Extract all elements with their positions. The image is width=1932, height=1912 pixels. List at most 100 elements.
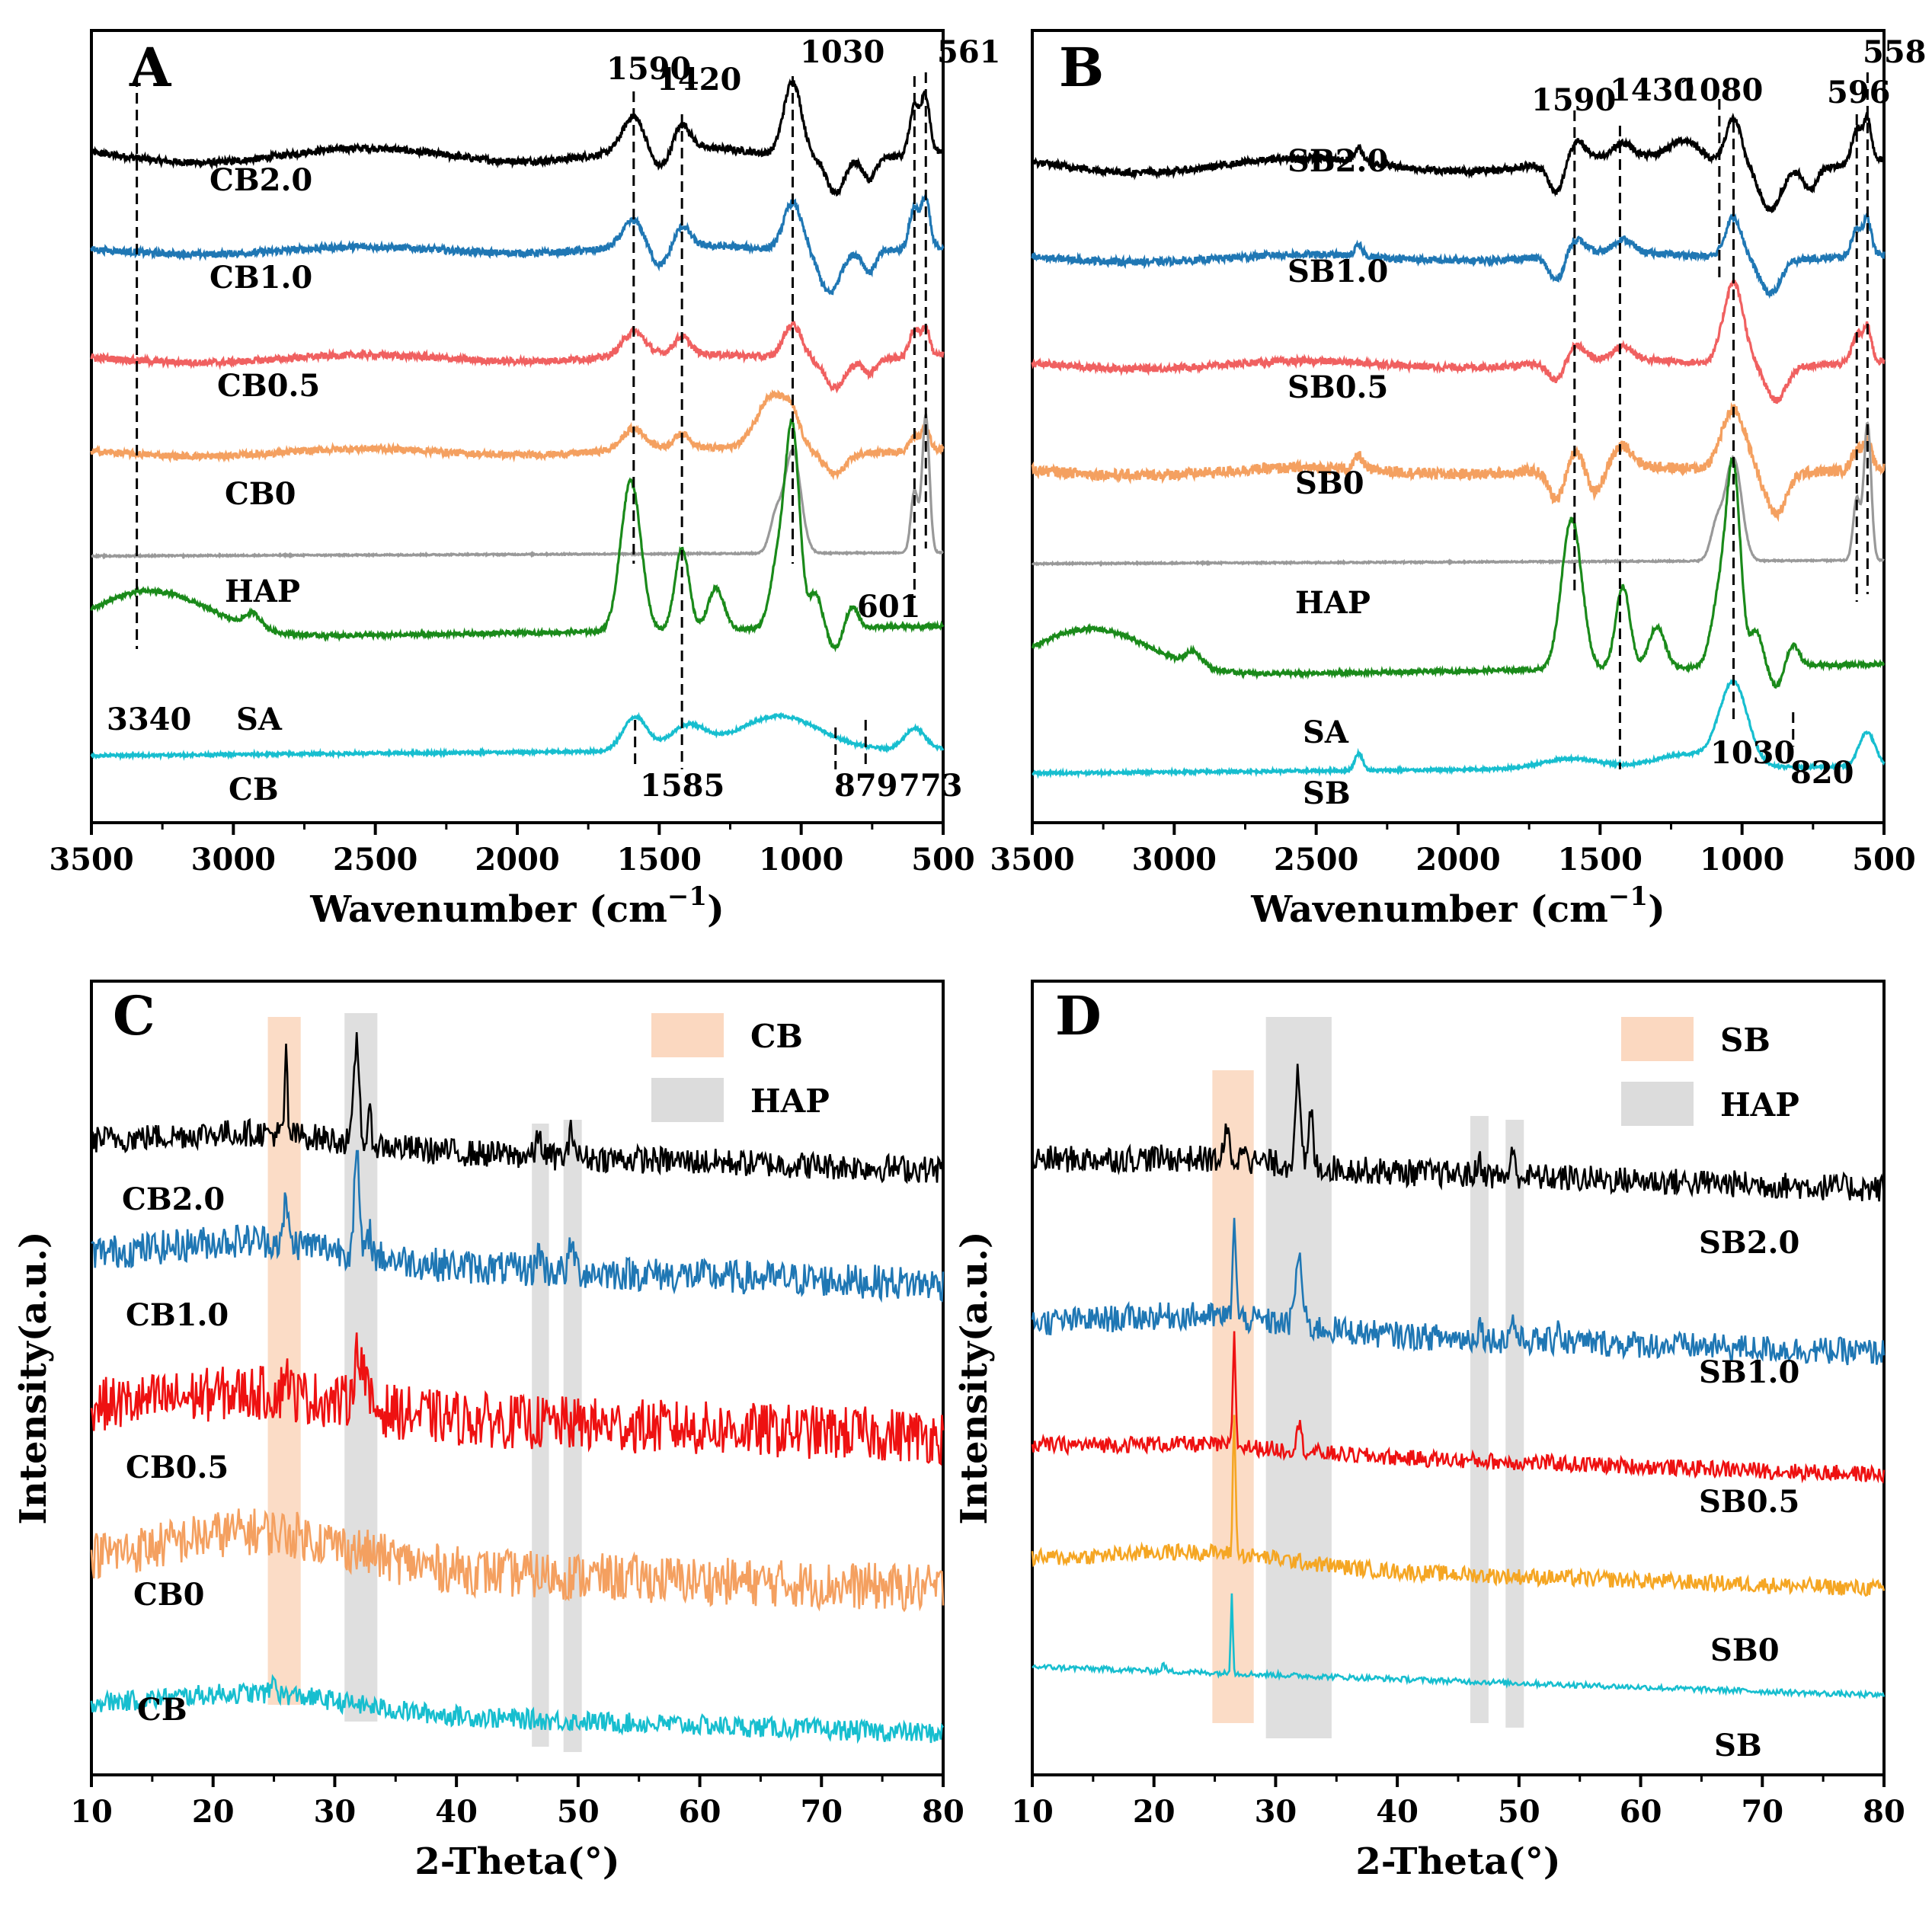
series-label: SB2.0 (1287, 143, 1388, 179)
legend-label: HAP (750, 1082, 830, 1120)
panel-A: 3500 3000 2500 2000 1500 1000 500 A CB2.0 CB1.0 CB… (49, 29, 1001, 931)
x-tick-label: 10 (70, 1794, 113, 1830)
peak-annotation: 879 (834, 768, 898, 804)
panel-B: 3500 3000 2500 2000 1500 1000 500 B SB2.0 SB1.0 SB… (990, 29, 1927, 931)
x-axis-label: Wavenumber (cm−1) (1250, 881, 1665, 931)
x-tick-label: 500 (911, 842, 975, 878)
peak-annotation: 1590 (1531, 82, 1616, 118)
series-label: CB0.5 (126, 1450, 229, 1485)
panel-label: B (1059, 36, 1104, 99)
panel-D: 10 20 30 40 50 60 70 80 SB2.0 SB1.0 SB0.5 SB0 SB SB HA… (953, 980, 1905, 1883)
peak-annotation: 1590 (606, 51, 691, 87)
series-label: SB0 (1710, 1632, 1780, 1668)
series-line-CB0.5 (90, 1332, 945, 1466)
peak-annotation: 601 (857, 589, 921, 625)
series-line-SB0 (1031, 401, 1886, 523)
series-line-CB (90, 711, 945, 762)
series-line-SB (1032, 1593, 1886, 1699)
plot-frame (90, 29, 945, 824)
peak-annotation: 1420 (657, 62, 741, 98)
x-tick-label: 3000 (191, 842, 276, 878)
series-line-HAP (1031, 421, 1886, 568)
series-line-SB1.0 (1031, 1217, 1886, 1366)
x-tick-label: 3500 (990, 842, 1074, 878)
x-tick-label: 3500 (49, 842, 133, 878)
series-line-CB0.5 (90, 320, 945, 394)
series-line-SA (1031, 456, 1886, 689)
x-tick-label: 500 (1852, 842, 1916, 878)
peak-annotation: 561 (937, 34, 1001, 70)
series-label: SA (236, 702, 283, 737)
series-label: SA (1303, 715, 1349, 750)
series-line-CB0 (90, 389, 945, 481)
series-line-SB2.0 (1031, 111, 1886, 214)
peak-annotation: 1030 (800, 34, 884, 70)
x-tick-label: 1500 (617, 842, 702, 878)
series-line-CB1.0 (91, 1149, 945, 1303)
y-axis-label: Intensity(a.u.) (12, 1231, 55, 1524)
x-axis-label: 2-Theta(°) (414, 1840, 619, 1883)
series-line-CB (90, 1674, 945, 1744)
peak-annotation: 773 (899, 768, 963, 804)
y-axis-label: Intensity(a.u.) (953, 1231, 996, 1524)
series-label: SB (1714, 1728, 1762, 1763)
peak-annotation: 1430 (1610, 72, 1694, 108)
series-label: CB1.0 (210, 260, 312, 296)
x-axis-label-end: ) (1648, 888, 1665, 931)
x-axis-label-sup: −1 (1608, 881, 1648, 912)
peak-annotation: 558 (1863, 34, 1927, 70)
highlight-band (1505, 1120, 1524, 1728)
series-label: CB0.5 (217, 368, 320, 404)
x-tick-label: 60 (679, 1794, 721, 1830)
series-line-CB1.0 (90, 190, 945, 296)
series-label: CB0 (133, 1577, 204, 1613)
peak-annotation: 3340 (107, 702, 191, 737)
x-axis-label: Wavenumber (cm−1) (309, 881, 724, 931)
x-tick-label: 20 (192, 1794, 235, 1830)
panel-label: D (1055, 984, 1102, 1047)
series-label: SB1.0 (1287, 254, 1388, 289)
series-line-SB2.0 (1031, 1063, 1886, 1202)
series-label: CB2.0 (122, 1181, 225, 1217)
x-tick-label: 80 (1863, 1794, 1905, 1830)
series-line-SB0.5 (1031, 1331, 1886, 1484)
x-tick-label: 70 (1741, 1794, 1783, 1830)
series-label: SB1.0 (1699, 1354, 1799, 1390)
x-tick-label: 50 (1498, 1794, 1540, 1830)
series-label: CB2.0 (210, 162, 312, 198)
series-label: SB2.0 (1699, 1225, 1799, 1261)
x-axis-label-end: ) (707, 888, 724, 931)
series-line-CB2.0 (90, 1032, 945, 1185)
x-tick-label: 20 (1133, 1794, 1176, 1830)
legend-label: HAP (1720, 1086, 1799, 1124)
x-axis-label-main: Wavenumber (cm (309, 888, 667, 931)
peak-annotation: 1080 (1678, 72, 1763, 108)
series-line-SB0 (1031, 1415, 1886, 1597)
x-tick-label: 2500 (1274, 842, 1358, 878)
series-label: SB0 (1295, 465, 1364, 501)
series-line-SB1.0 (1031, 213, 1886, 299)
x-axis-label-sup: −1 (667, 881, 707, 912)
series-label: CB1.0 (126, 1297, 229, 1333)
x-tick-label: 2000 (1415, 842, 1500, 878)
x-tick-label: 2500 (333, 842, 417, 878)
x-tick-label: 1000 (1700, 842, 1784, 878)
series-label: CB0 (225, 476, 296, 512)
x-axis-label: 2-Theta(°) (1355, 1840, 1560, 1883)
series-label: HAP (1295, 585, 1371, 621)
peak-annotation: 596 (1827, 75, 1891, 110)
legend-swatch (1621, 1082, 1694, 1126)
x-tick-label: 10 (1011, 1794, 1054, 1830)
x-tick-label: 70 (800, 1794, 843, 1830)
legend-label: CB (750, 1018, 803, 1055)
series-line-HAP (91, 413, 944, 560)
series-line-SB (1032, 678, 1886, 779)
series-line-SA (90, 417, 945, 653)
panel-label: A (129, 36, 172, 99)
series-label: SB0.5 (1699, 1484, 1799, 1520)
x-tick-label: 2000 (475, 842, 559, 878)
x-tick-label: 1500 (1558, 842, 1643, 878)
peak-annotation: 1585 (640, 768, 724, 804)
panel-label: C (113, 984, 155, 1047)
x-tick-label: 80 (922, 1794, 964, 1830)
